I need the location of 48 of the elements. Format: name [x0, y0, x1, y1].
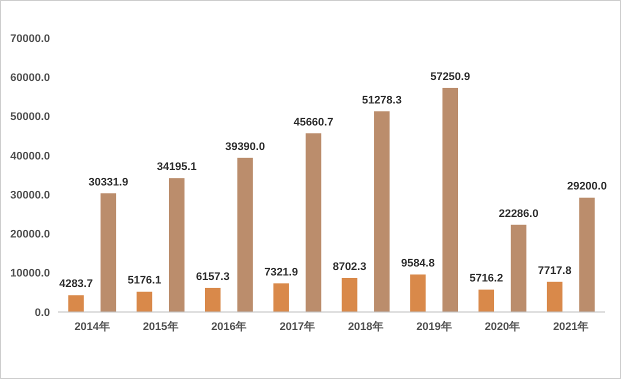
bar — [168, 178, 184, 312]
bar — [136, 292, 152, 312]
data-label: 8702.3 — [332, 260, 366, 273]
bar — [237, 158, 253, 312]
data-label: 5176.1 — [128, 274, 162, 287]
y-tick-label: 70000.0 — [10, 32, 50, 45]
bar — [546, 282, 562, 312]
y-tick-label: 30000.0 — [10, 189, 50, 202]
bar — [442, 88, 458, 312]
data-label: 22286.0 — [498, 208, 538, 220]
bar — [410, 274, 426, 312]
y-tick-label: 50000.0 — [10, 111, 50, 124]
bar — [205, 288, 221, 312]
data-label: 30331.9 — [88, 176, 128, 188]
y-tick-label: 20000.0 — [10, 228, 50, 241]
bar — [68, 295, 84, 312]
x-tick-label: 2018年 — [348, 320, 384, 333]
data-label: 7321.9 — [264, 266, 298, 278]
bar — [374, 111, 390, 312]
data-label: 51278.3 — [362, 94, 402, 106]
data-label: 6157.3 — [196, 270, 230, 283]
bar — [306, 133, 322, 312]
y-tick-label: 10000.0 — [10, 268, 50, 280]
data-label: 29200.0 — [567, 180, 607, 193]
y-tick-label: 60000.0 — [10, 72, 50, 84]
x-tick-label: 2021年 — [553, 320, 589, 333]
bar — [100, 193, 116, 312]
data-label: 39390.0 — [225, 140, 265, 153]
x-tick-label: 2019年 — [416, 320, 452, 333]
data-label: 57250.9 — [430, 70, 470, 83]
data-label: 5716.2 — [469, 272, 504, 285]
x-tick-label: 2014年 — [74, 320, 110, 333]
bar — [510, 224, 526, 312]
x-tick-label: 2017年 — [280, 320, 316, 333]
x-tick-label: 2020年 — [484, 320, 520, 333]
x-tick-label: 2015年 — [142, 320, 178, 333]
bar — [342, 278, 358, 312]
y-tick-label: 40000.0 — [10, 150, 50, 162]
data-label: 34195.1 — [156, 161, 197, 174]
data-label: 9584.8 — [401, 257, 435, 270]
bar — [478, 290, 494, 312]
bar — [273, 283, 289, 312]
x-tick-label: 2016年 — [211, 320, 247, 333]
data-label: 45660.7 — [294, 116, 334, 128]
data-label: 4283.7 — [59, 278, 93, 290]
data-label: 7717.8 — [538, 264, 572, 277]
y-tick-label: 0.0 — [34, 306, 50, 319]
bar — [579, 198, 595, 312]
